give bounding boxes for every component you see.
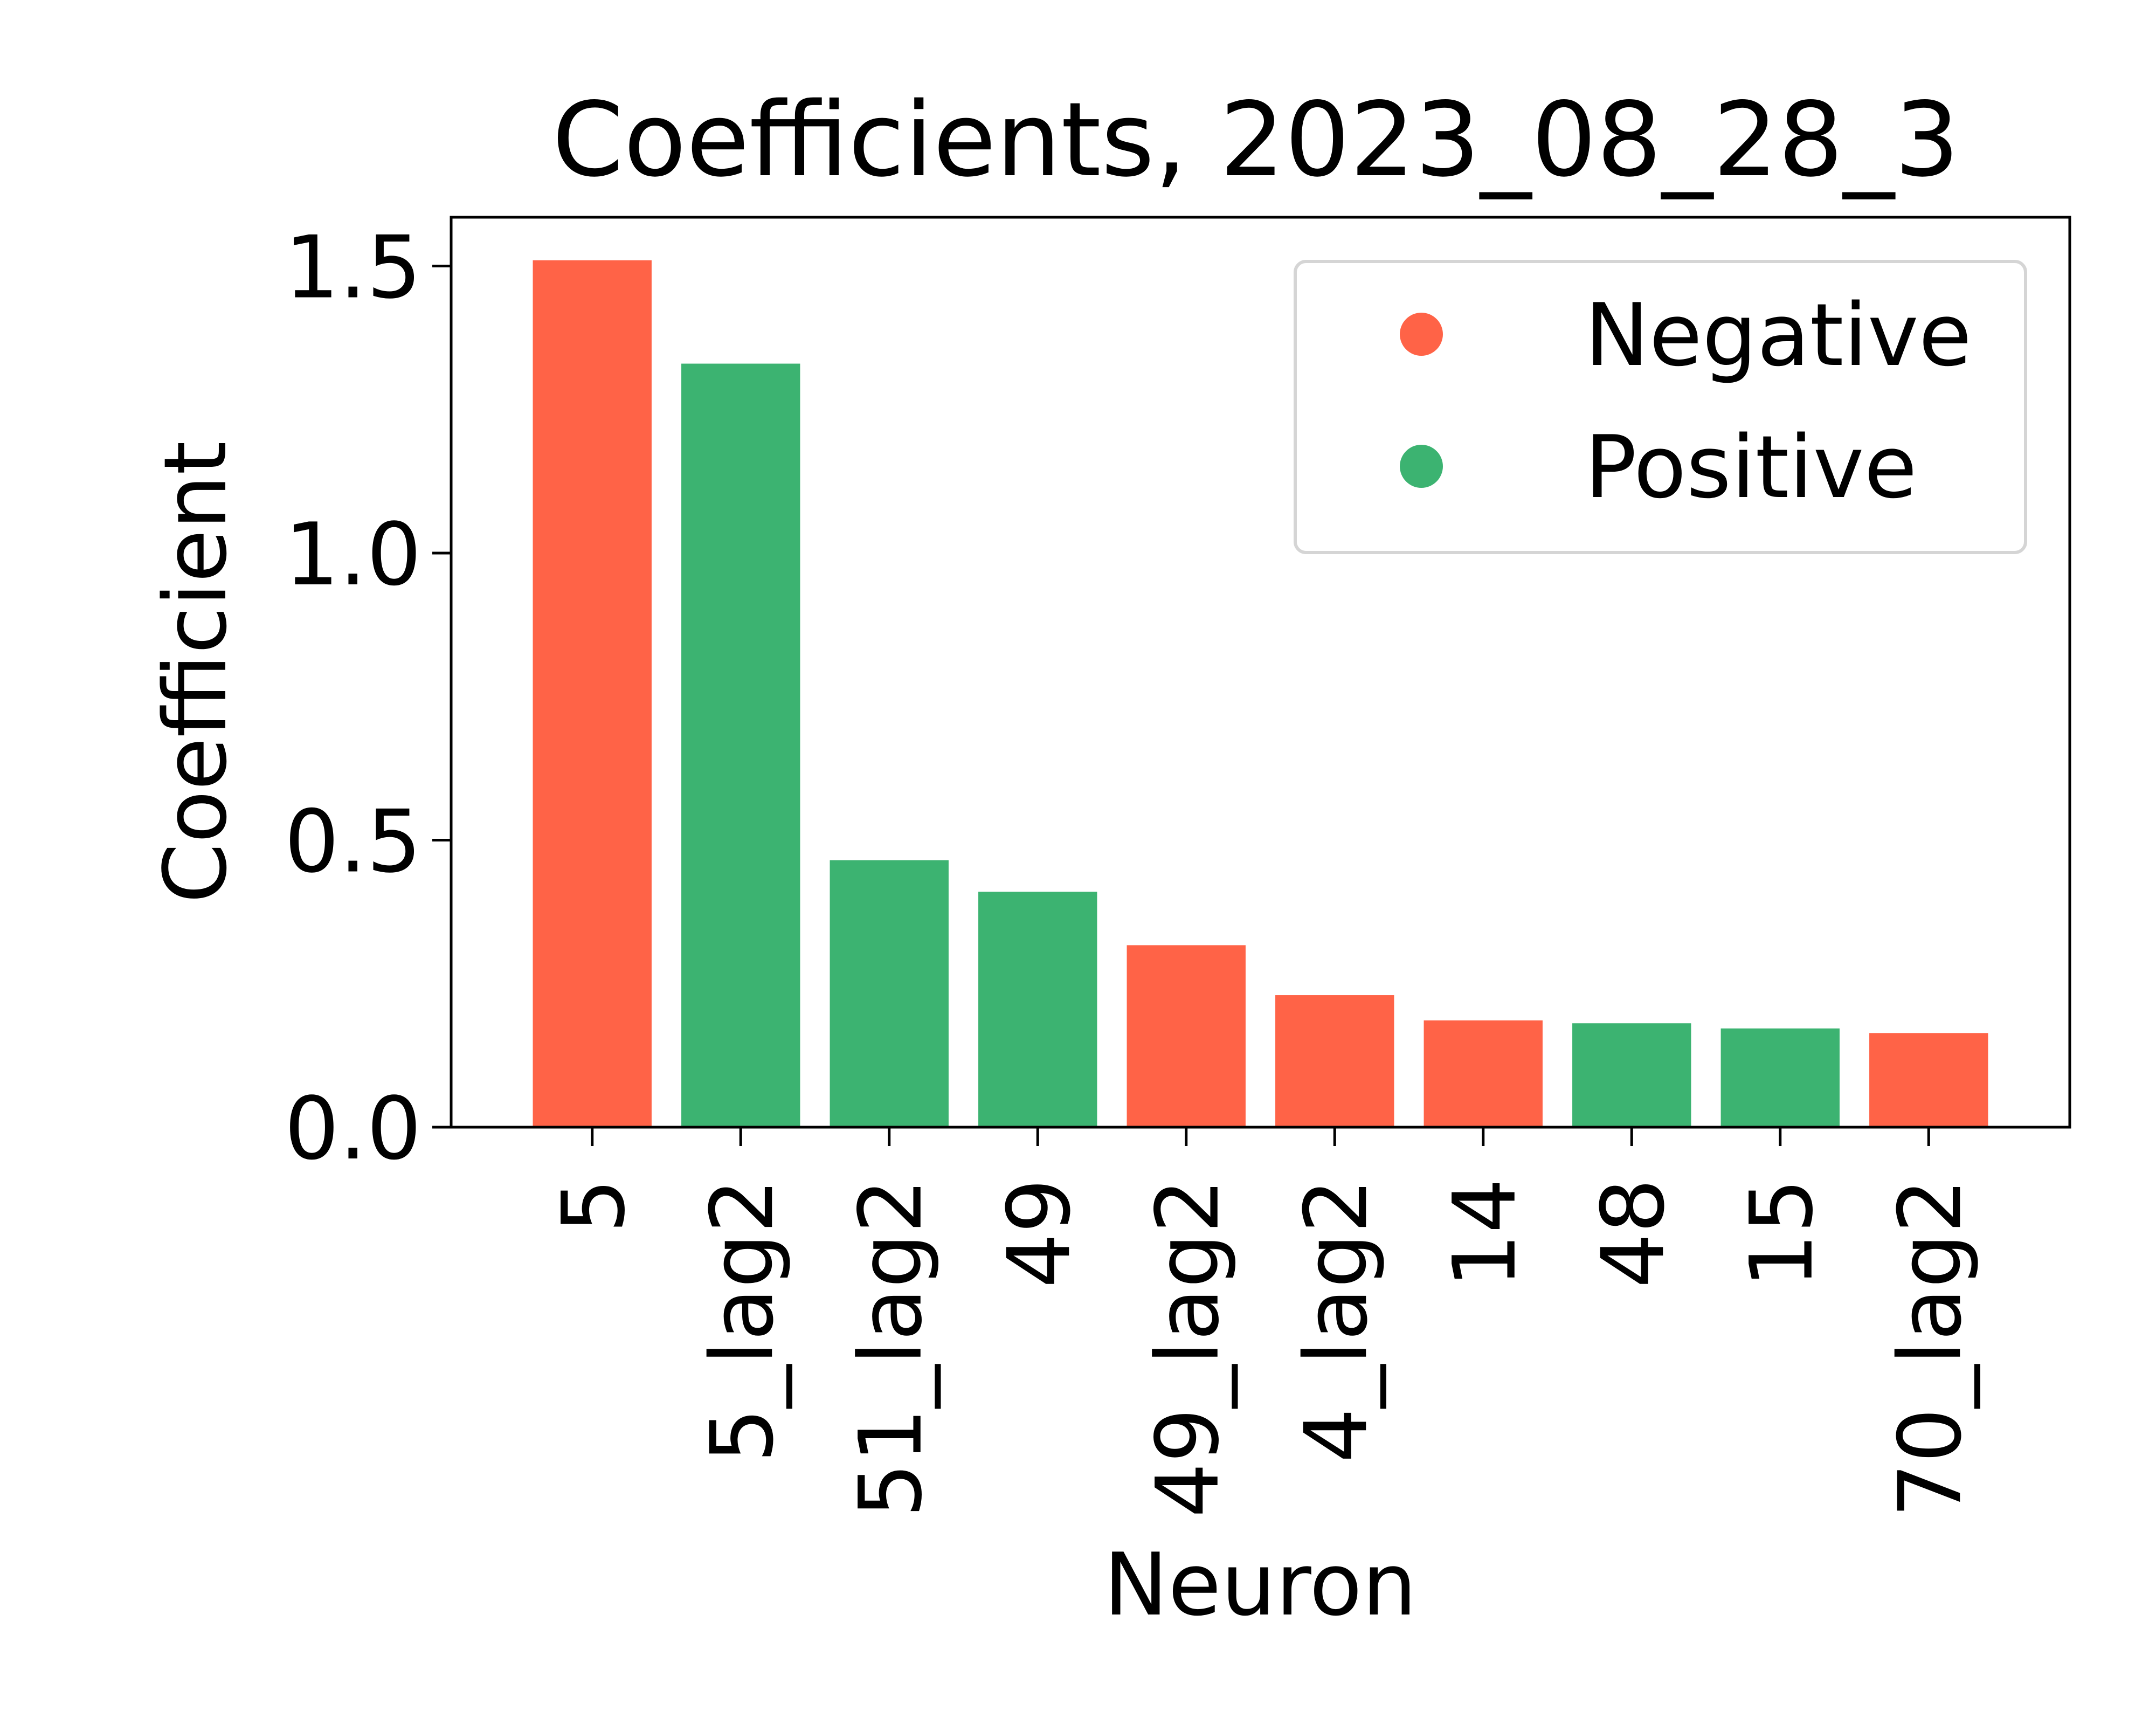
legend-marker-positive xyxy=(1400,445,1443,488)
y-tick-label: 0.5 xyxy=(285,791,421,892)
x-tick-label: 4_lag2 xyxy=(1286,1178,1386,1463)
plot-frame xyxy=(450,216,2071,1129)
y-tick-label: 1.0 xyxy=(285,504,421,605)
bar-70_lag2 xyxy=(1869,1033,1988,1127)
x-tick-label: 49_lag2 xyxy=(1137,1178,1238,1517)
bar-15 xyxy=(1720,1028,1840,1127)
x-tick-label: 5_lag2 xyxy=(692,1178,792,1463)
legend-marker-negative xyxy=(1400,313,1443,356)
bar-49_lag2 xyxy=(1127,945,1246,1127)
x-tick-label: 14 xyxy=(1434,1178,1535,1288)
x-tick-label: 49 xyxy=(989,1178,1089,1288)
bar-48 xyxy=(1572,1023,1691,1127)
legend-label-positive: Positive xyxy=(1585,417,1917,518)
x-tick-label: 70_lag2 xyxy=(1879,1178,1980,1517)
x-tick-label: 15 xyxy=(1731,1178,1832,1288)
bar-5_lag2 xyxy=(681,363,800,1127)
legend: Negative Positive xyxy=(1294,260,2027,554)
chart-title: Coefficients, 2023_08_28_3 xyxy=(552,80,1959,199)
y-tick-label: 0.0 xyxy=(285,1078,421,1179)
bars-group xyxy=(533,260,1988,1128)
legend-box xyxy=(1294,260,2027,554)
x-axis-label: Neuron xyxy=(1103,1534,1416,1635)
bar-51_lag2 xyxy=(830,860,949,1127)
y-axis-label: Coefficient xyxy=(145,441,246,903)
legend-label-negative: Negative xyxy=(1585,285,1972,385)
bar-14 xyxy=(1423,1020,1543,1127)
y-tick-label: 1.5 xyxy=(285,217,421,318)
bar-49 xyxy=(978,892,1097,1127)
x-tick-label: 51_lag2 xyxy=(840,1178,941,1517)
x-axis: 5 5_lag2 51_lag2 49 49_lag2 4_lag2 14 48 15 70_la… xyxy=(543,1127,1980,1517)
x-tick-label: 48 xyxy=(1583,1178,1683,1288)
bar-4_lag2 xyxy=(1275,995,1394,1127)
bar-5 xyxy=(533,260,652,1128)
y-axis: 0.0 0.5 1.0 1.5 xyxy=(285,217,451,1179)
x-tick-label: 5 xyxy=(543,1178,644,1233)
